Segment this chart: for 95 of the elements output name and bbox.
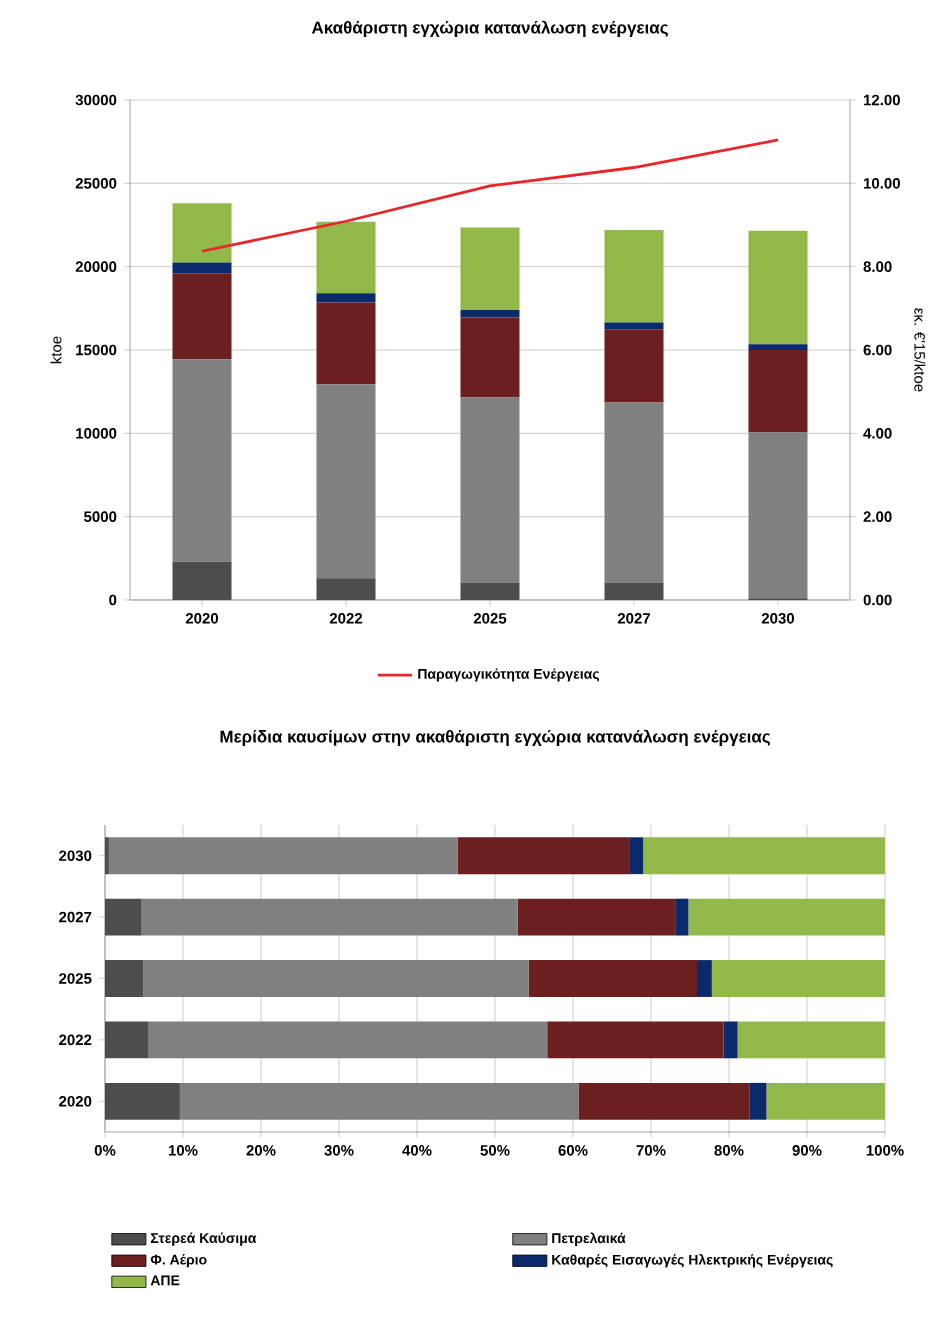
bar	[517, 898, 676, 936]
y-tick-label: 2020	[59, 1095, 92, 1107]
bar	[172, 273, 232, 360]
bar	[460, 582, 520, 600]
bar	[105, 837, 109, 875]
bar	[604, 329, 664, 403]
x-tick-label: 2022	[329, 613, 363, 624]
bar	[143, 960, 529, 997]
bar	[172, 262, 232, 274]
bar	[643, 837, 885, 875]
bar	[105, 898, 142, 936]
bar	[629, 837, 644, 875]
chart-title: Ακαθάριστη εγχώρια κατανάλωση ενέργειας	[311, 20, 668, 37]
y-tick-label: 20000	[75, 261, 117, 272]
y2-tick-label: 12.00	[863, 94, 900, 106]
x-tick-label: 30%	[324, 1145, 354, 1156]
y-tick-label: 5000	[84, 511, 117, 522]
y-tick-label: 2030	[59, 850, 92, 862]
x-tick-label: 100%	[866, 1145, 904, 1156]
y-tick-label: 10000	[76, 428, 117, 439]
bar	[105, 960, 144, 997]
bar	[179, 1082, 579, 1120]
y-tick-label: 15000	[76, 344, 117, 356]
bar	[711, 960, 885, 997]
bar	[460, 317, 520, 398]
bar	[766, 1082, 885, 1120]
bar	[748, 344, 808, 350]
y2-tick-label: 4.00	[863, 428, 892, 439]
bar	[547, 1021, 724, 1059]
bar	[723, 1021, 738, 1059]
bar	[604, 582, 664, 600]
bar	[697, 960, 712, 997]
y-tick-label: 30000	[75, 94, 117, 106]
bar	[148, 1021, 548, 1059]
y-axis-title: ktoe	[50, 336, 62, 364]
bar	[105, 1082, 180, 1120]
bar	[316, 221, 376, 294]
bar	[604, 230, 664, 323]
bar	[460, 397, 520, 583]
bar	[460, 227, 520, 310]
legend-label: Πετρελαικά	[552, 1232, 626, 1246]
bar	[675, 898, 689, 936]
bar	[748, 432, 808, 599]
bar	[105, 1021, 149, 1059]
y2-tick-label: 2.00	[863, 511, 892, 522]
legend-label: Φ. Αέριο	[150, 1254, 207, 1268]
bar	[457, 837, 630, 875]
legend-label: ΑΠΕ	[150, 1275, 180, 1286]
y-tick-label: 25000	[75, 178, 117, 189]
bar	[737, 1021, 885, 1059]
y2-tick-label: 0.00	[863, 594, 892, 606]
x-tick-label: 50%	[480, 1145, 510, 1156]
bar	[460, 310, 520, 318]
y-tick-label: 2025	[59, 973, 92, 984]
bar	[172, 561, 232, 600]
y-tick-label: 2027	[59, 911, 92, 923]
bar	[172, 359, 232, 562]
bar	[108, 837, 458, 875]
y2-tick-label: 6.00	[863, 344, 892, 356]
y-tick-label: 0	[109, 594, 117, 606]
bar	[604, 402, 664, 583]
bar	[172, 203, 232, 263]
y-tick-label: 2022	[59, 1034, 92, 1046]
x-tick-label: 20%	[246, 1145, 276, 1156]
bar	[316, 578, 376, 600]
bar	[578, 1082, 750, 1120]
bar	[141, 898, 518, 936]
x-tick-label: 70%	[636, 1145, 666, 1156]
bar	[748, 350, 808, 433]
bar	[316, 302, 376, 385]
bar	[604, 322, 664, 330]
legend-label: Στερεά Καύσιμα	[150, 1232, 257, 1246]
x-tick-label: 80%	[714, 1145, 744, 1156]
y2-axis-title: εκ. €'15/ktoe	[914, 308, 926, 392]
x-tick-label: 60%	[558, 1145, 588, 1156]
y2-tick-label: 10.00	[863, 178, 900, 189]
line-series	[200, 138, 780, 253]
bar	[528, 960, 698, 997]
x-tick-label: 10%	[168, 1145, 198, 1156]
chart-title: Μερίδια καυσίμων στην ακαθάριστη εγχώρια κατανάλωση ενέργειας	[220, 729, 770, 746]
x-tick-label: 0%	[94, 1145, 116, 1156]
x-tick-label: 40%	[402, 1145, 432, 1156]
y2-tick-label: 8.00	[863, 261, 892, 272]
legend-label: Παραγωγικότητα Ενέργειας	[418, 668, 600, 682]
x-tick-label: 2027	[617, 613, 651, 624]
bar	[316, 384, 376, 579]
x-tick-label: 2030	[761, 613, 795, 624]
bar	[688, 898, 885, 936]
bar	[749, 1082, 767, 1120]
x-tick-label: 2025	[473, 613, 507, 624]
legend-label: Καθαρές Εισαγωγές Ηλεκτρικής Ενέργειας	[552, 1254, 833, 1268]
x-tick-label: 90%	[792, 1145, 822, 1156]
x-tick-label: 2020	[185, 613, 219, 624]
bar	[748, 230, 808, 345]
bar	[316, 293, 376, 303]
